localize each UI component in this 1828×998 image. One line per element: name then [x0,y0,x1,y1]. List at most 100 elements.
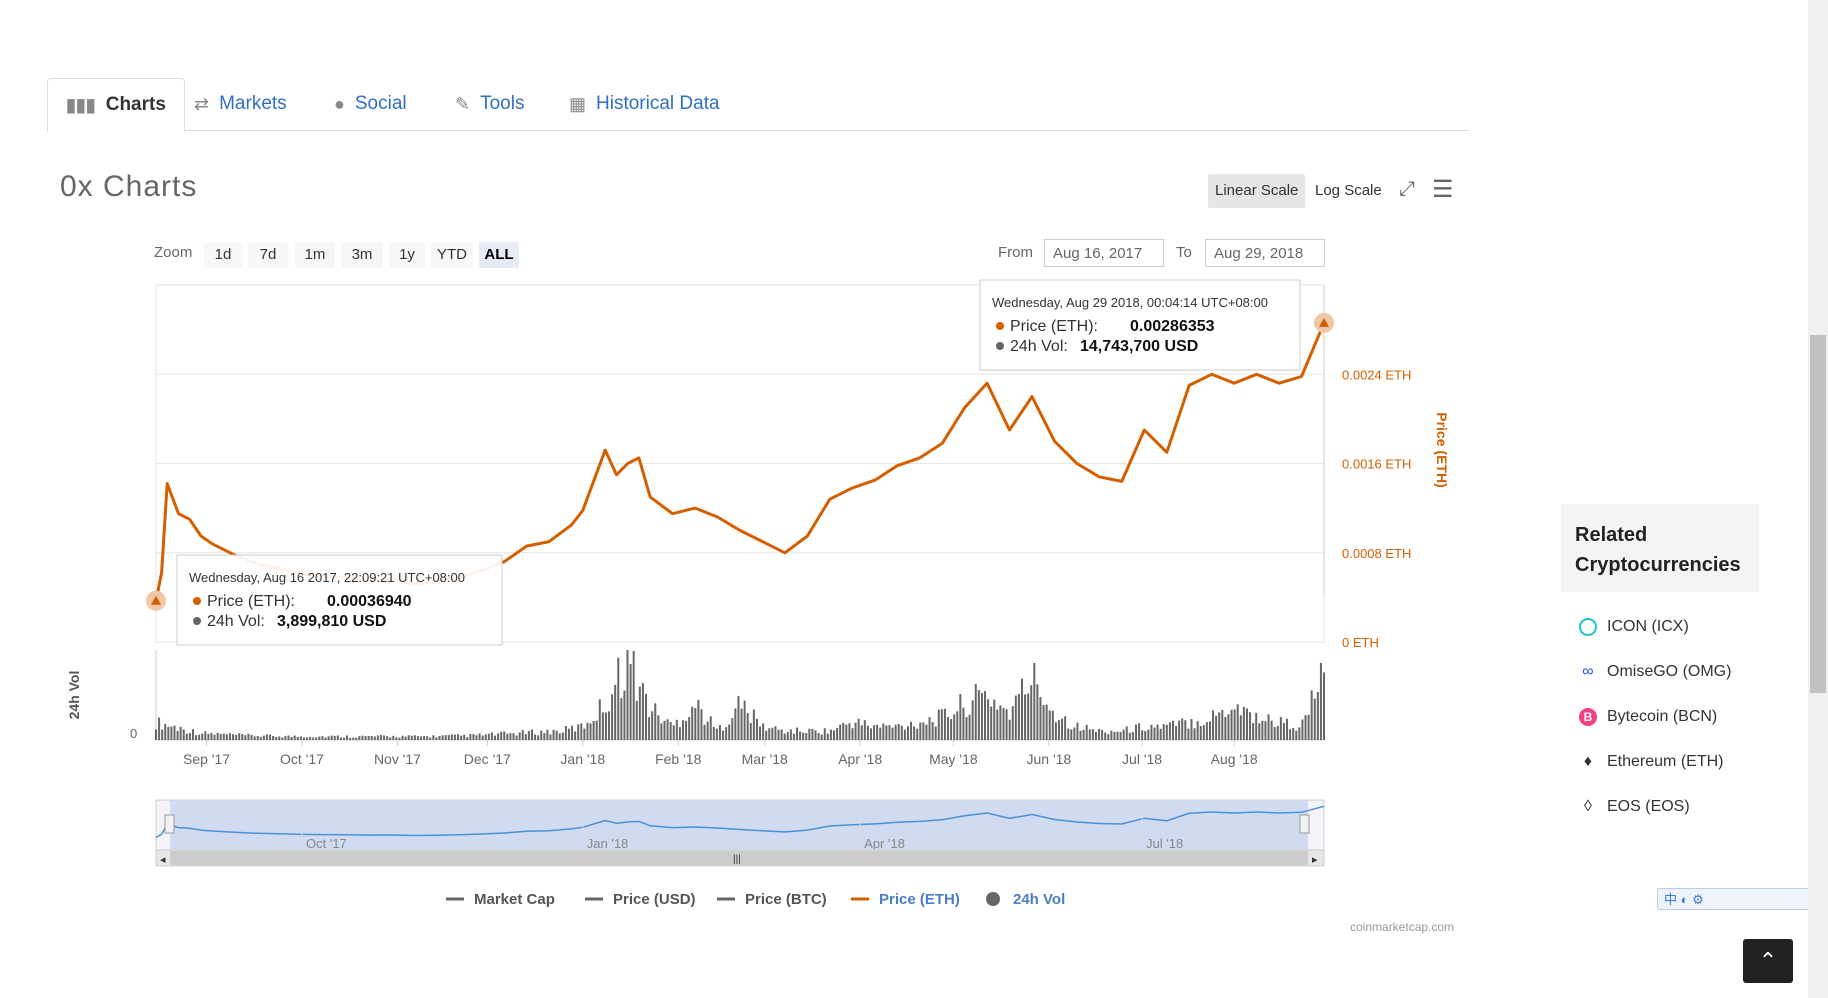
related-item-omisego[interactable]: ∞ OmiseGO (OMG) [1579,663,1731,681]
volume-bar [598,699,601,740]
scrollbar-thumb[interactable] [1810,335,1826,693]
back-to-top-button[interactable]: ⌃ [1743,939,1793,983]
volume-bar [635,700,638,740]
from-date-input[interactable]: Aug 16, 2017 [1044,239,1164,267]
related-item-icon[interactable]: ICON (ICX) [1579,618,1689,636]
volume-bar [728,724,731,740]
chart-credit[interactable]: coinmarketcap.com [1350,920,1455,934]
volume-bar [441,735,444,740]
volume-bar [1020,678,1023,740]
related-item-label: Bytecoin (BCN) [1607,708,1718,725]
volume-bar [155,729,157,740]
volume-bar [586,722,589,740]
page-scrollbar[interactable] [1808,0,1828,998]
volume-bar [873,725,876,740]
volume-bar [762,723,765,740]
volume-bar [478,733,481,740]
volume-bar [558,733,561,740]
tab-bar: ▮▮▮ Charts ⇄ Markets ● Social ✎ Tools ▦ Histo… [47,78,1469,132]
volume-bar [447,735,450,740]
fullscreen-icon[interactable]: ⤢ [1399,178,1415,200]
volume-bar [386,736,389,740]
legend-symbol [986,892,1000,906]
ime-toolbar[interactable]: 中 ◐ ⚙ [1657,888,1809,910]
zoom-ytd-button[interactable]: YTD [431,242,473,268]
y-axis-title: Price (ETH) [1434,412,1450,487]
zoom-1y-button[interactable]: 1y [389,242,425,268]
menu-icon[interactable]: ☰ [1432,176,1454,203]
zoom-1m-button[interactable]: 1m [295,242,335,268]
volume-bar [700,709,703,740]
volume-bar [1193,728,1196,740]
volume-bar [592,720,595,740]
log-scale-button[interactable]: Log Scale [1315,182,1382,199]
volume-bar [574,731,577,740]
tab-charts[interactable]: ▮▮▮ Charts [47,78,185,132]
volume-bar [1067,728,1070,740]
x-tick-label: Dec '17 [464,751,511,767]
volume-bar [182,729,185,740]
related-item-ethereum[interactable]: ♦ Ethereum (ETH) [1579,753,1724,771]
volume-bar [1215,715,1218,740]
volume-bar [416,736,419,740]
zoom-all-button[interactable]: ALL [479,242,519,268]
zoom-1d-button[interactable]: 1d [204,242,242,268]
volume-bar [601,712,604,740]
tooltip-vol-value: 14,743,700 USD [1080,338,1198,355]
volume-bar [367,735,370,740]
volume-bar [370,736,373,740]
volume-bar [823,728,826,740]
volume-bar [980,693,983,740]
volume-bar [518,732,521,740]
volume-bar [235,734,238,740]
tab-social[interactable]: ● Social [334,78,407,130]
volume-bar [968,714,971,740]
x-tick-label: Nov '17 [374,751,421,767]
volume-bar [1122,729,1125,740]
navigator-tick-label: Oct '17 [306,836,347,851]
volume-bar [1070,729,1073,740]
volume-bar [1221,709,1224,740]
zoom-7d-button[interactable]: 7d [248,242,288,268]
related-item-bytecoin[interactable]: B Bytecoin (BCN) [1579,708,1717,726]
volume-bar [275,736,278,740]
zoom-3m-button[interactable]: 3m [341,242,383,268]
volume-bar [977,690,980,740]
volume-bar [361,735,364,740]
related-item-eos[interactable]: ◊ EOS (EOS) [1579,798,1690,816]
volume-bar [1181,718,1184,740]
volume-bar [540,730,543,740]
navigator-selection [170,800,1308,850]
volume-bar [1082,729,1085,740]
navigator-line [155,805,1325,839]
tab-historical-data[interactable]: ▦ Historical Data [569,78,720,130]
volume-bar [1168,722,1171,740]
volume-bar [225,734,228,740]
volume-bar [900,725,903,740]
volume-bar [306,737,309,740]
tooltip-price-dot [193,597,201,605]
volume-bar [1301,719,1304,740]
volume-bar [339,737,342,740]
volume-bar [395,737,398,740]
volume-bar [1178,720,1181,740]
volume-bar [663,720,666,740]
volume-bar [299,736,302,740]
tab-tools[interactable]: ✎ Tools [455,78,524,130]
linear-scale-button[interactable]: Linear Scale [1208,174,1306,208]
volume-bar [1113,731,1116,740]
volume-bar [685,720,688,740]
tab-markets[interactable]: ⇄ Markets [194,78,287,130]
to-date-input[interactable]: Aug 29, 2018 [1205,239,1325,267]
tab-label: Markets [219,93,287,114]
volume-bar [284,736,287,740]
volume-bar [1258,723,1261,740]
volume-bar [309,736,312,740]
volume-bar [928,717,931,740]
volume-bar [219,733,222,740]
volume-bar [1292,727,1295,740]
volume-bar [228,733,231,740]
volume-bar [398,737,401,740]
volume-bar [817,732,820,740]
volume-bar [1147,729,1150,740]
